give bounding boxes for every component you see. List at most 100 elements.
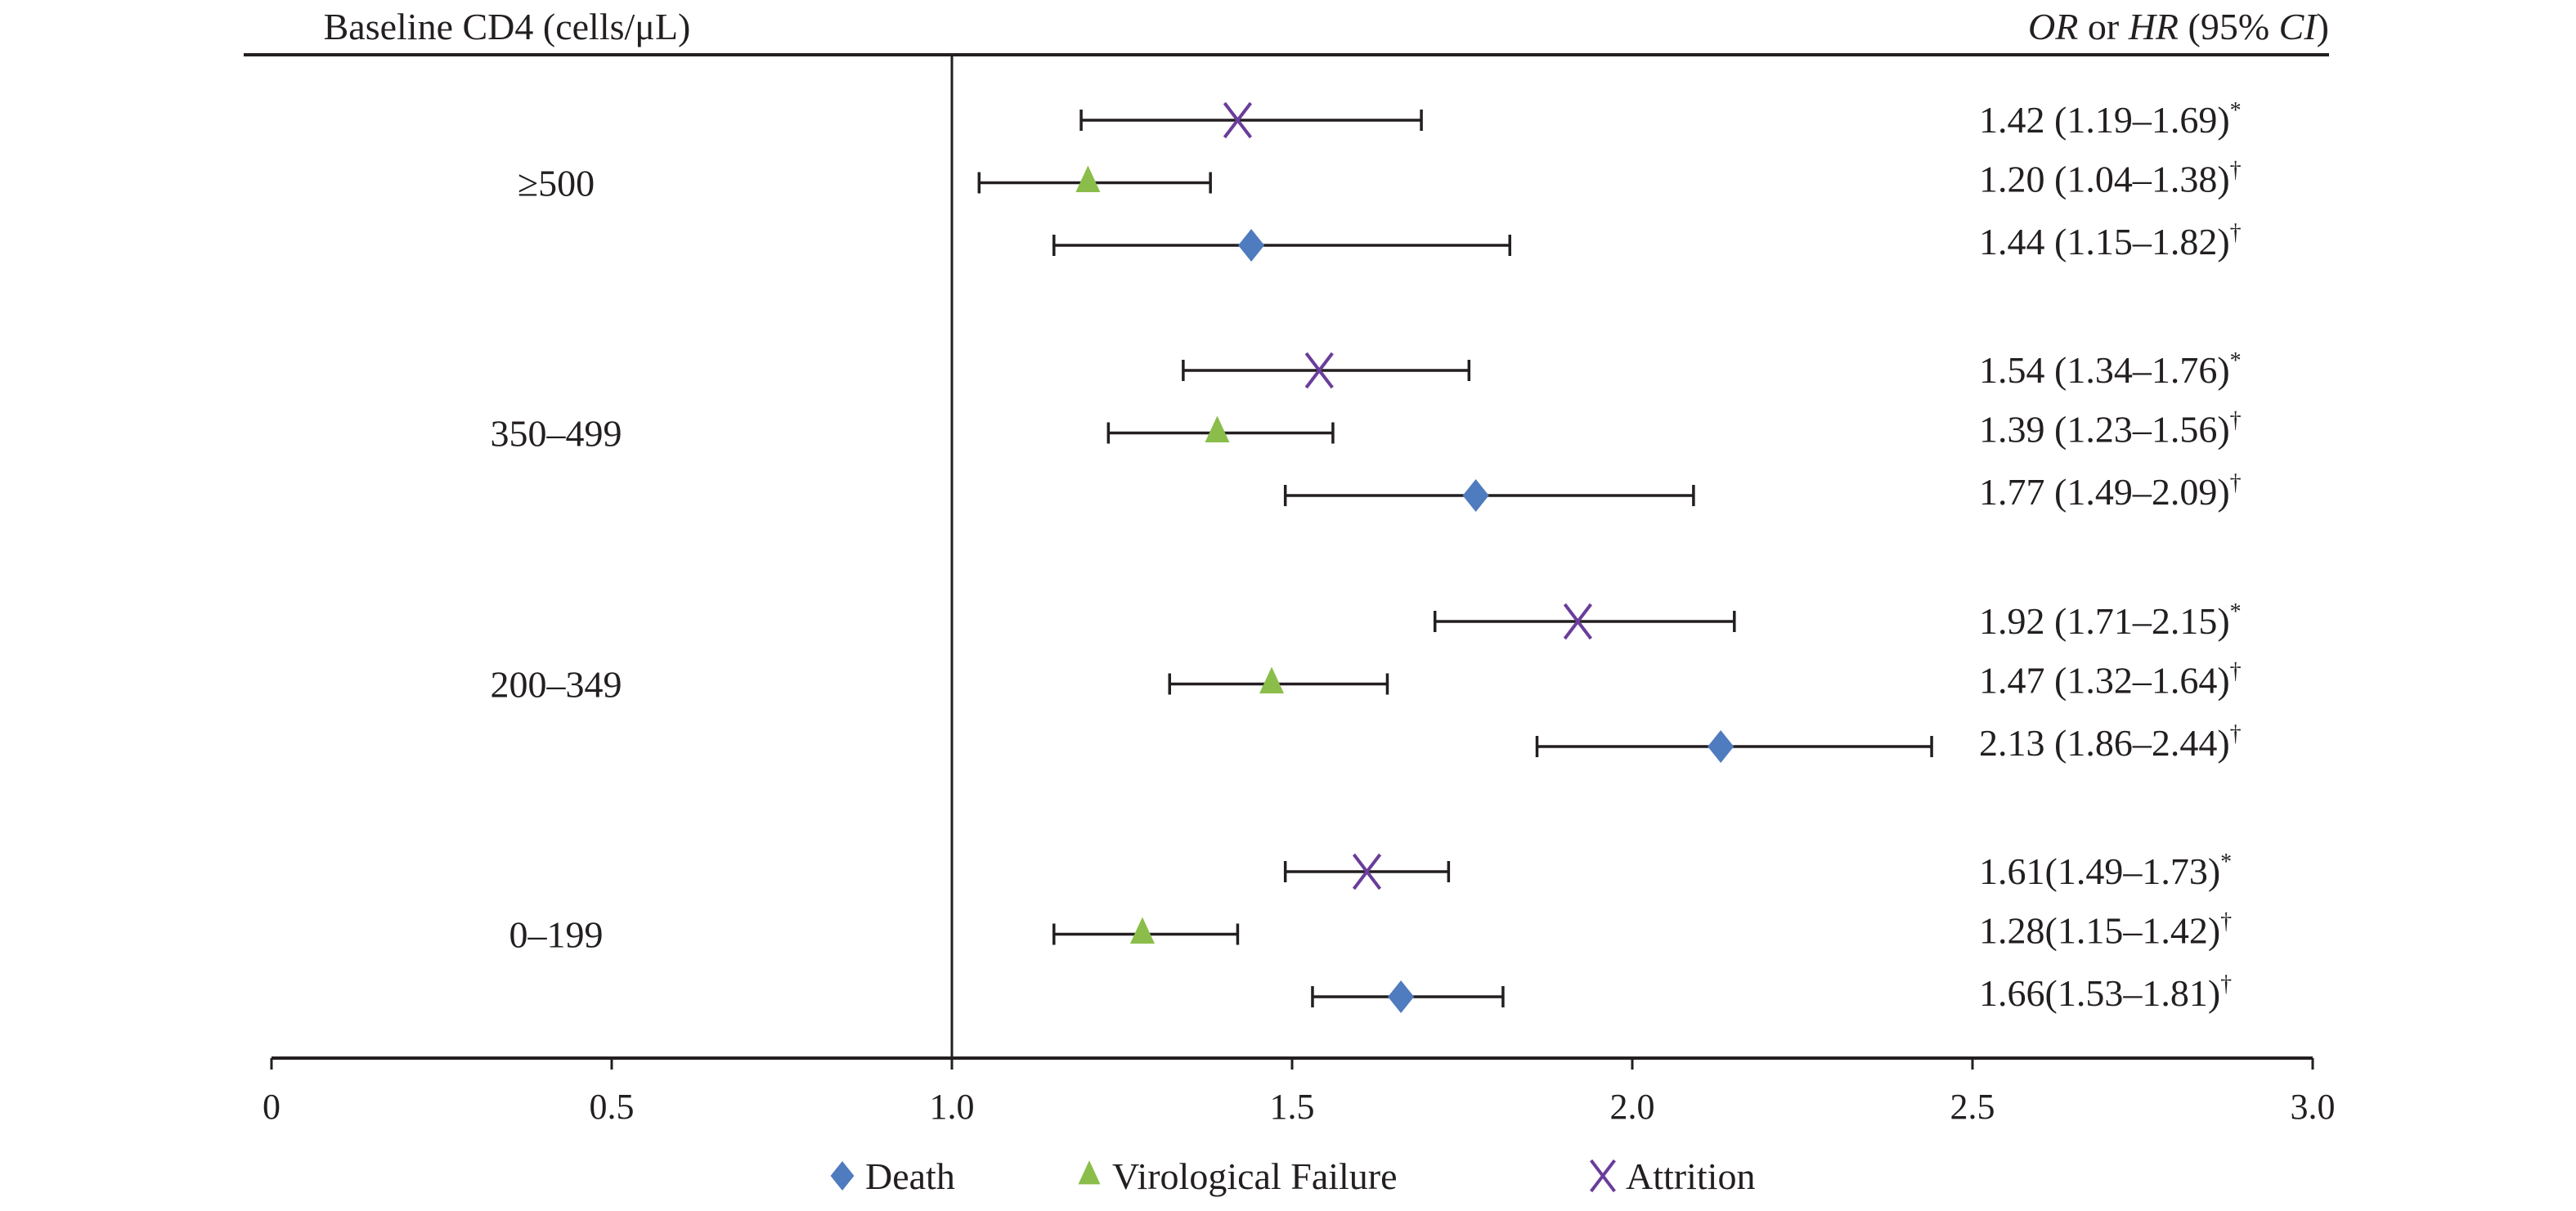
- ci-row: 1.20 (1.04–1.38)†: [977, 158, 2242, 200]
- significance-mark: †: [2220, 909, 2232, 935]
- x-tick-label: 0: [263, 1087, 280, 1127]
- legend-item-attrition: Attrition: [1590, 1155, 1755, 1197]
- legend-label: Death: [865, 1155, 955, 1197]
- legend-label: Virological Failure: [1112, 1155, 1398, 1197]
- significance-mark: †: [2230, 470, 2242, 496]
- point-attrition: [1563, 603, 1593, 640]
- x-stroke: [1223, 101, 1253, 139]
- header-part: (95%: [2179, 6, 2279, 47]
- estimate-text: 1.54 (1.34–1.76): [1979, 349, 2230, 391]
- estimate-label: 1.54 (1.34–1.76)*: [1979, 348, 2242, 391]
- ci-row: 1.42 (1.19–1.69)*: [1079, 98, 2242, 141]
- estimate-text: 1.92 (1.71–2.15): [1979, 600, 2230, 642]
- point-death: [1462, 479, 1489, 512]
- estimate-label: 1.77 (1.49–2.09)†: [1979, 470, 2242, 513]
- estimate-text: 1.77 (1.49–2.09): [1979, 471, 2230, 513]
- x-icon: [1590, 1159, 1616, 1193]
- x-stroke: [1304, 352, 1334, 389]
- triangle-icon: [1078, 1160, 1101, 1185]
- ci-row: 1.92 (1.71–2.15)*: [1433, 599, 2242, 642]
- point-virological-failure: [1259, 666, 1285, 694]
- group-label: 350–499: [491, 413, 622, 455]
- estimate-label: 1.92 (1.71–2.15)*: [1979, 599, 2242, 642]
- estimate-text: 1.61(1.49–1.73): [1979, 850, 2220, 892]
- point-death: [1388, 980, 1415, 1013]
- x-tick-label: 2.0: [1610, 1087, 1655, 1127]
- estimate-text: 1.44 (1.15–1.82): [1979, 221, 2230, 262]
- ci-row: 1.44 (1.15–1.82)†: [1052, 220, 2242, 262]
- group-label: ≥500: [518, 163, 595, 204]
- ci-row: 2.13 (1.86–2.44)†: [1535, 721, 2242, 764]
- ci-row: 1.77 (1.49–2.09)†: [1283, 470, 2242, 513]
- point-attrition: [1304, 352, 1334, 389]
- estimate-text: 1.28(1.15–1.42): [1979, 910, 2220, 952]
- legend-label: Attrition: [1626, 1155, 1755, 1197]
- estimate-label: 1.44 (1.15–1.82)†: [1979, 220, 2242, 262]
- significance-mark: †: [2230, 659, 2242, 684]
- group-2: 200–349 1.92 (1.71–2.15)* 1.47 (1.32–1.64)…: [491, 599, 2242, 764]
- point-virological-failure: [1075, 165, 1101, 193]
- group-3: 0–1991.61(1.49–1.73)*1.28(1.15–1.42)†1.6…: [509, 850, 2233, 1014]
- estimate-label: 1.42 (1.19–1.69)*: [1979, 98, 2242, 141]
- header-part: or: [2078, 6, 2128, 47]
- significance-mark: †: [2230, 721, 2242, 747]
- header-part: CI: [2279, 6, 2319, 47]
- x-tick-label: 2.5: [1950, 1087, 1995, 1127]
- significance-mark: *: [2230, 599, 2242, 625]
- point-death: [1708, 730, 1735, 763]
- ci-row: 1.66(1.53–1.81)†: [1311, 971, 2232, 1014]
- ci-row: 1.54 (1.34–1.76)*: [1182, 348, 2242, 391]
- x-tick-label: 0.5: [590, 1087, 635, 1127]
- point-virological-failure: [1129, 917, 1155, 944]
- estimate-text: 2.13 (1.86–2.44): [1979, 722, 2230, 764]
- header-right: OR or HR (95% CI): [2028, 6, 2329, 47]
- estimate-label: 1.47 (1.32–1.64)†: [1979, 659, 2242, 702]
- estimate-text: 1.39 (1.23–1.56): [1979, 409, 2230, 451]
- point-attrition: [1223, 101, 1253, 139]
- group-label: 200–349: [491, 664, 622, 706]
- significance-mark: †: [2220, 971, 2232, 997]
- x-tick-label: 3.0: [2291, 1087, 2336, 1127]
- x-axis: 0 0.5 1.0 1.5 2.0 2.5 3.0: [263, 1056, 2336, 1127]
- estimate-text: 1.66(1.53–1.81): [1979, 972, 2220, 1014]
- estimate-label: 2.13 (1.86–2.44)†: [1979, 721, 2242, 764]
- x-tick-label: 1.5: [1270, 1087, 1315, 1127]
- estimate-label: 1.66(1.53–1.81)†: [1979, 971, 2232, 1014]
- legend: Death Virological Failure Attrition: [830, 1155, 1755, 1197]
- estimate-label: 1.61(1.49–1.73)*: [1979, 850, 2232, 892]
- diamond-icon: [830, 1161, 855, 1191]
- estimate-text: 1.42 (1.19–1.69): [1979, 99, 2230, 141]
- x-stroke: [1352, 853, 1382, 890]
- x-tick-label: 1.0: [930, 1087, 975, 1127]
- point-death: [1238, 229, 1265, 262]
- x-stroke: [1563, 603, 1593, 640]
- x-stroke: [1590, 1159, 1616, 1193]
- legend-item-death: Death: [830, 1155, 955, 1197]
- significance-mark: †: [2230, 408, 2242, 433]
- estimate-text: 1.20 (1.04–1.38): [1979, 159, 2230, 200]
- significance-mark: †: [2230, 158, 2242, 183]
- ci-row: 1.47 (1.32–1.64)†: [1168, 659, 2242, 702]
- group-1: 350–499 1.54 (1.34–1.76)* 1.39 (1.23–1.56)…: [491, 348, 2242, 513]
- estimate-label: 1.20 (1.04–1.38)†: [1979, 158, 2242, 200]
- point-attrition: [1352, 853, 1382, 890]
- header-left: Baseline CD4 (cells/μL): [324, 6, 691, 47]
- estimate-label: 1.28(1.15–1.42)†: [1979, 909, 2232, 952]
- estimate-label: 1.39 (1.23–1.56)†: [1979, 408, 2242, 451]
- header-part: ): [2317, 6, 2329, 47]
- point-virological-failure: [1205, 415, 1230, 443]
- ci-row: 1.39 (1.23–1.56)†: [1106, 408, 2242, 451]
- header-part: HR: [2128, 6, 2179, 47]
- group-label: 0–199: [509, 914, 604, 956]
- significance-mark: *: [2230, 98, 2242, 123]
- header-part: OR: [2028, 6, 2078, 47]
- significance-mark: †: [2230, 220, 2242, 245]
- ci-row: 1.61(1.49–1.73)*: [1283, 850, 2232, 892]
- significance-mark: *: [2230, 348, 2242, 374]
- significance-mark: *: [2220, 850, 2232, 875]
- ci-row: 1.28(1.15–1.42)†: [1052, 909, 2232, 952]
- estimate-text: 1.47 (1.32–1.64): [1979, 660, 2230, 702]
